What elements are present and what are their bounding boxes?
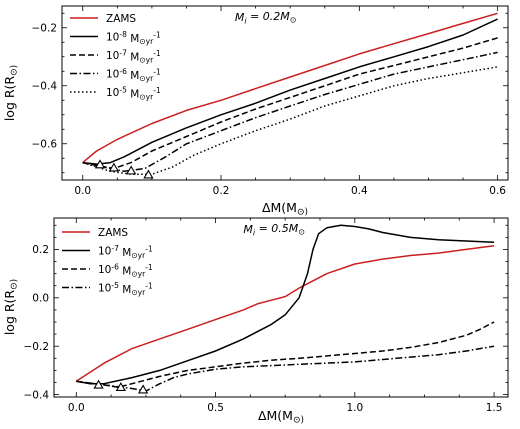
legend-label-2: 10-7​ M⊙yr​-1​: [106, 49, 161, 65]
x-tick-label: 0.4: [351, 185, 368, 197]
triangle-marker-2: [137, 384, 149, 394]
y-tick-label: −0.2: [32, 23, 58, 35]
y-tick-label: −0.4: [32, 81, 58, 93]
legend-label-4: 10-5​ M⊙yr​-1​: [106, 86, 161, 102]
legend-label-3: 10-5​ M⊙yr​-1​: [98, 281, 153, 297]
series-line-2: [82, 37, 498, 170]
y-tick-label: −0.6: [32, 139, 58, 151]
x-axis-label: ΔM(M⊙)​: [258, 408, 304, 426]
x-tick-label: 1.5: [486, 402, 503, 414]
series-line-2: [76, 321, 495, 389]
series-line-1: [76, 224, 495, 385]
triangle-marker-1: [115, 382, 126, 392]
series-line-0: [82, 12, 498, 164]
legend-label-3: 10-6​ M⊙yr​-1​: [106, 67, 161, 83]
legend-label-1: 10-8​ M⊙yr​-1​: [106, 30, 161, 46]
axes-frame: [53, 217, 509, 398]
x-axis-label: ΔM(M⊙)​: [262, 200, 308, 218]
y-tick-label: 0.2: [32, 244, 49, 256]
y-tick-label: −0.4: [24, 389, 50, 401]
x-tick-label: 0.0: [74, 185, 91, 197]
series-line-1: [82, 18, 498, 165]
series-line-0: [75, 245, 495, 382]
series-group: [82, 12, 498, 175]
x-tick-label: 0.2: [213, 185, 230, 197]
series-line-3: [76, 345, 495, 392]
triangle-marker-3: [143, 169, 154, 179]
legend-label-1: 10-7​ M⊙yr​-1​: [98, 244, 153, 260]
y-tick-label: 0.0: [32, 293, 49, 305]
x-tick-label: 0.0: [68, 402, 85, 414]
bottom-panel: 0.0 0.5 1.0 1.5 −0.4 −0.2 0.0 0.2 ΔM(M⊙)​ log R(R…: [2, 217, 509, 426]
x-tick-label: 1.0: [346, 402, 363, 414]
y-tick-label: −0.2: [24, 341, 50, 353]
annotation-label: Mi​ = 0.2M⊙​: [235, 10, 297, 25]
triangle-marker-0: [93, 379, 104, 389]
legend-label-0: ZAMS: [98, 227, 128, 239]
y-axis-label: log R(R⊙)​: [2, 279, 20, 335]
axes-frame: [61, 5, 509, 181]
y-axis-label: log R(R⊙)​: [2, 65, 20, 121]
legend-label-2: 10-6​ M⊙yr​-1​: [98, 263, 153, 279]
triangle-marker-2: [125, 165, 137, 175]
annotation-label: Mi​ = 0.5M⊙​: [243, 222, 305, 237]
x-tick-label: 0.5: [207, 402, 224, 414]
triangle-marker-0: [94, 159, 106, 169]
legend-label-0: ZAMS: [106, 13, 136, 25]
series-line-4: [82, 66, 498, 175]
top-panel: 0.0 0.2 0.4 0.6 −0.6 −0.4 −0.2 ΔM(M⊙)​ log R(R⊙)…: [2, 5, 509, 218]
triangle-marker-1: [108, 162, 120, 172]
series-line-3: [82, 51, 498, 173]
x-tick-label: 0.6: [489, 185, 506, 197]
